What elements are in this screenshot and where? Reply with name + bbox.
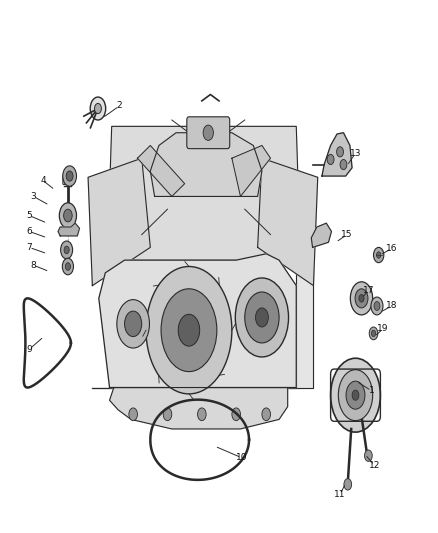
Text: 11: 11 xyxy=(334,490,346,499)
Circle shape xyxy=(359,295,364,302)
Text: 4: 4 xyxy=(40,176,46,185)
Polygon shape xyxy=(107,126,300,260)
Circle shape xyxy=(371,330,376,336)
Text: 5: 5 xyxy=(26,211,32,220)
Circle shape xyxy=(66,171,73,181)
Circle shape xyxy=(198,408,206,421)
Circle shape xyxy=(338,370,373,421)
Polygon shape xyxy=(258,158,318,286)
Text: 13: 13 xyxy=(350,149,361,158)
Polygon shape xyxy=(311,223,332,247)
Circle shape xyxy=(64,209,72,222)
Text: 17: 17 xyxy=(363,286,374,295)
Circle shape xyxy=(369,327,378,340)
Text: 19: 19 xyxy=(377,325,389,334)
Circle shape xyxy=(374,247,384,263)
Circle shape xyxy=(129,408,138,421)
Circle shape xyxy=(344,479,352,490)
Polygon shape xyxy=(232,146,271,197)
Circle shape xyxy=(374,302,380,310)
Text: 2: 2 xyxy=(117,101,122,110)
FancyBboxPatch shape xyxy=(63,175,73,184)
Text: 3: 3 xyxy=(31,192,36,201)
Circle shape xyxy=(59,203,77,228)
Text: 12: 12 xyxy=(369,461,380,470)
Circle shape xyxy=(337,147,343,157)
Text: 1: 1 xyxy=(368,386,374,395)
Circle shape xyxy=(95,103,101,114)
Circle shape xyxy=(163,408,172,421)
Circle shape xyxy=(178,314,200,346)
Circle shape xyxy=(117,300,149,348)
Circle shape xyxy=(355,289,368,308)
Circle shape xyxy=(346,381,365,409)
Polygon shape xyxy=(99,254,296,387)
Polygon shape xyxy=(58,223,79,236)
Polygon shape xyxy=(322,133,352,176)
Polygon shape xyxy=(110,387,288,429)
Circle shape xyxy=(371,297,383,315)
Text: 15: 15 xyxy=(341,230,353,239)
Circle shape xyxy=(327,155,334,165)
Circle shape xyxy=(232,408,240,421)
Text: 10: 10 xyxy=(236,453,247,462)
Circle shape xyxy=(350,282,373,315)
Circle shape xyxy=(146,266,232,394)
Circle shape xyxy=(124,311,142,336)
Text: 8: 8 xyxy=(31,261,36,270)
Polygon shape xyxy=(150,133,262,197)
Text: 18: 18 xyxy=(386,302,397,311)
Circle shape xyxy=(60,241,73,259)
Circle shape xyxy=(377,252,381,258)
Circle shape xyxy=(161,289,217,372)
Polygon shape xyxy=(138,146,185,197)
Circle shape xyxy=(235,278,289,357)
FancyBboxPatch shape xyxy=(187,117,230,149)
Circle shape xyxy=(340,159,347,169)
Text: 7: 7 xyxy=(26,243,32,252)
Circle shape xyxy=(262,408,271,421)
Circle shape xyxy=(203,125,213,140)
Text: 6: 6 xyxy=(26,227,32,236)
Polygon shape xyxy=(88,158,150,286)
Polygon shape xyxy=(92,260,314,387)
Circle shape xyxy=(364,450,372,462)
Circle shape xyxy=(64,246,69,254)
Circle shape xyxy=(63,166,77,186)
Circle shape xyxy=(245,292,279,343)
Circle shape xyxy=(62,258,74,275)
Circle shape xyxy=(255,308,268,327)
Circle shape xyxy=(90,97,106,120)
Text: 16: 16 xyxy=(386,244,397,253)
Circle shape xyxy=(65,263,71,270)
Circle shape xyxy=(331,358,380,432)
Circle shape xyxy=(352,390,359,400)
Text: 9: 9 xyxy=(26,345,32,354)
